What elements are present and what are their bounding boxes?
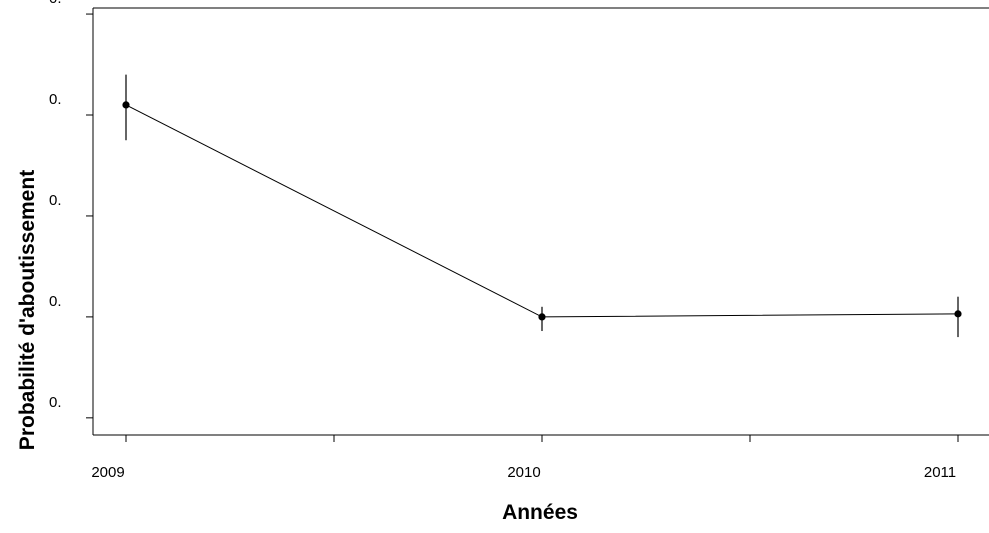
- x-tick-label: 2011: [924, 464, 956, 481]
- x-axis-title: Années: [502, 501, 578, 524]
- data-point: [538, 313, 546, 321]
- data-point: [122, 101, 130, 109]
- y-tick-label: 0.: [49, 91, 62, 108]
- series-line: [125, 104, 959, 318]
- y-axis-title: Probabilité d'aboutissement: [16, 170, 39, 450]
- series-group: [122, 74, 962, 338]
- x-axis: 2009 2010 2011: [91, 435, 959, 481]
- y-tick-label: 0.: [49, 192, 62, 209]
- data-point: [954, 310, 962, 318]
- x-tick-label: 2009: [91, 464, 124, 481]
- plot-frame: [92, 7, 989, 436]
- x-tick-label: 2010: [507, 464, 540, 481]
- y-tick-label: 0.: [49, 394, 62, 411]
- y-tick-label: 0.: [49, 0, 62, 7]
- y-tick-label: 0.: [49, 293, 62, 310]
- y-axis: 0. 0. 0. 0. 0.: [49, 0, 93, 419]
